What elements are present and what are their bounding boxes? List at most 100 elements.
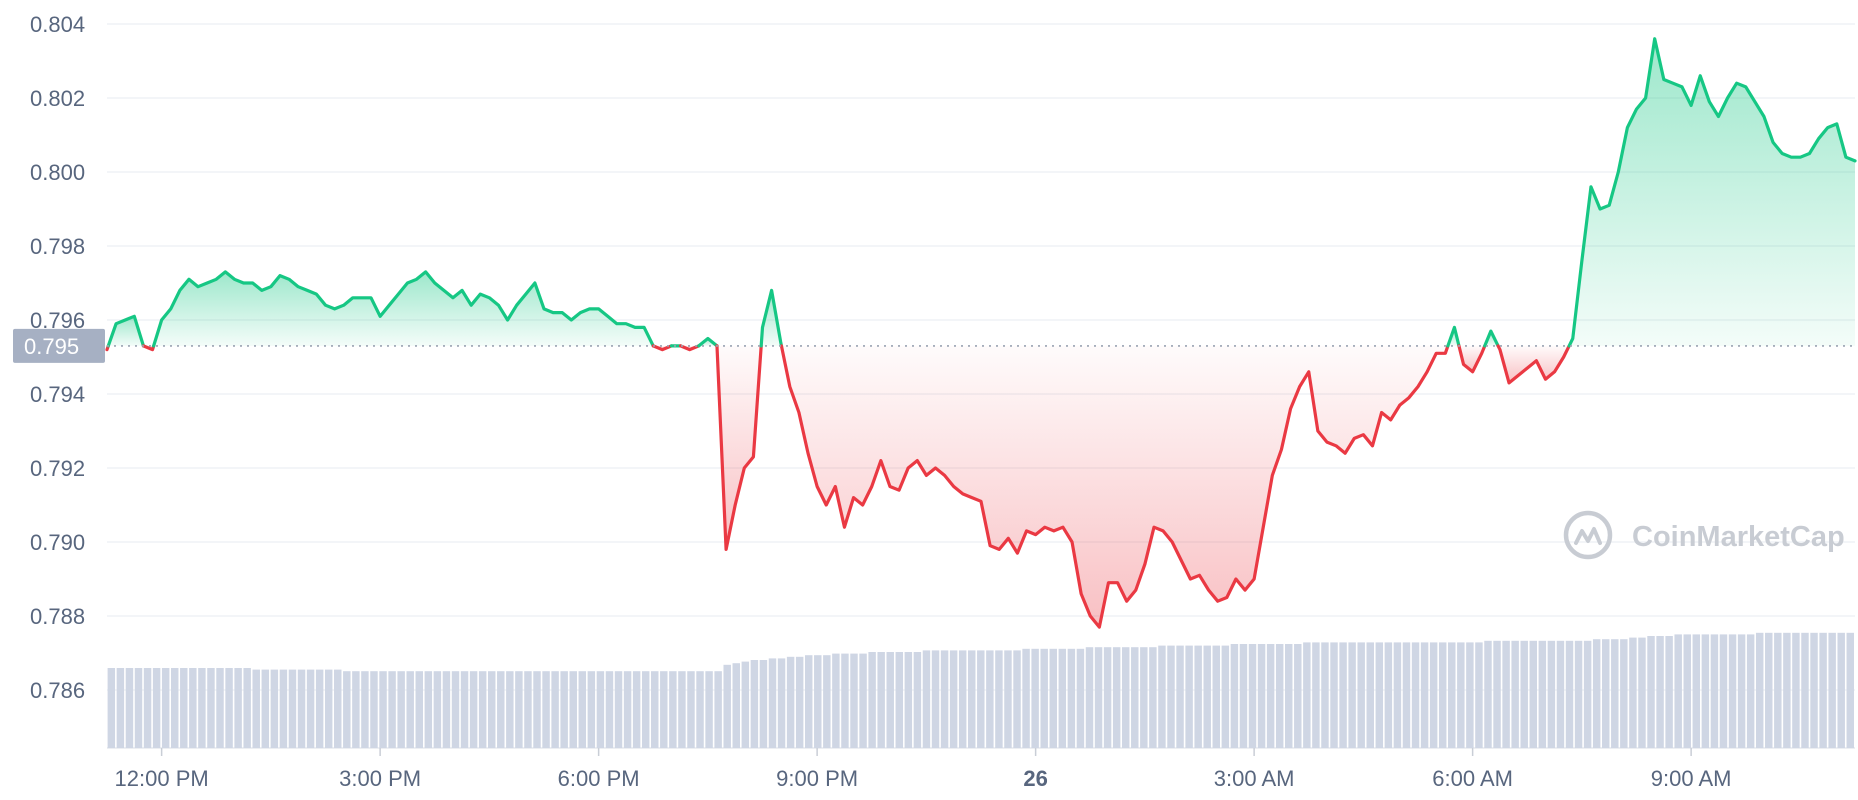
watermark-text: CoinMarketCap: [1632, 521, 1845, 553]
volume-bar: [1167, 645, 1175, 748]
volume-bar: [1429, 642, 1438, 748]
volume-bar: [1592, 639, 1601, 748]
y-tick-label: 0.788: [30, 604, 85, 629]
coinmarketcap-logo-icon: [1563, 510, 1613, 560]
price-line-down-segment: [1457, 344, 1487, 374]
area-below-reference: [781, 345, 1448, 628]
volume-bar: [152, 668, 161, 748]
volume-bar: [1565, 640, 1574, 748]
volume-bar: [143, 668, 152, 748]
volume-bar: [524, 671, 532, 748]
volume-bar: [1493, 640, 1501, 748]
volume-bar: [922, 650, 931, 748]
volume-bar: [116, 668, 125, 748]
volume-bar: [1085, 647, 1094, 748]
volume-bar: [1185, 645, 1193, 748]
volume-bar: [261, 669, 270, 748]
price-line-up-segment: [1483, 329, 1500, 348]
volume-bar: [795, 656, 804, 748]
x-tick-label: 6:00 AM: [1432, 766, 1513, 791]
volume-bar: [334, 669, 342, 748]
volume-bar: [1103, 647, 1112, 748]
volume-bar: [134, 668, 143, 748]
volume-bar: [1357, 642, 1365, 748]
volume-bar: [424, 671, 433, 748]
volume-bar: [1393, 642, 1402, 748]
volume-bar: [596, 671, 605, 748]
volume-bar: [1366, 642, 1374, 748]
volume-bar: [1420, 642, 1429, 748]
volume-bar: [1755, 632, 1764, 748]
volume-bar: [1774, 632, 1782, 748]
volume-bar: [469, 671, 478, 748]
volume-bar: [995, 650, 1003, 748]
volume-bar: [1728, 634, 1737, 748]
reference-badge: [13, 328, 105, 363]
volume-bar: [641, 671, 650, 748]
volume-bar: [1330, 642, 1338, 748]
volume-bar: [315, 669, 324, 748]
price-area: [107, 38, 1855, 628]
volume-bar: [1837, 632, 1845, 748]
volume-bar: [804, 655, 813, 748]
x-tick-label: 3:00 AM: [1214, 766, 1295, 791]
volume-bar: [288, 669, 297, 748]
volume-bar: [886, 652, 894, 748]
volume-bar: [1375, 642, 1384, 748]
price-line-down-segment: [651, 344, 674, 352]
volume-bar: [415, 671, 423, 748]
volume-bar: [1574, 640, 1583, 748]
volume-bar: [252, 669, 260, 748]
volume-bar: [904, 652, 913, 748]
volume-bar: [379, 671, 387, 748]
x-tick-label: 26: [1023, 766, 1047, 791]
volume-bar: [551, 671, 559, 748]
volume-bar: [687, 671, 695, 748]
volume-bar: [1257, 644, 1266, 748]
volume-bar: [1348, 642, 1356, 748]
x-tick-label: 3:00 PM: [339, 766, 421, 791]
volume-bar: [1629, 637, 1637, 748]
volume-bar: [841, 653, 849, 748]
volume-bar: [705, 671, 713, 748]
volume-bar: [1076, 648, 1085, 748]
volume-bar: [497, 671, 505, 748]
volume-bar: [207, 668, 215, 748]
volume-bar: [732, 663, 740, 748]
volume-bar: [1701, 634, 1710, 748]
volume-bar: [478, 671, 487, 748]
volume-bar: [1783, 632, 1791, 748]
volume-bar: [198, 668, 206, 748]
volume-bar: [1303, 642, 1311, 748]
volume-bar: [343, 671, 351, 748]
volume-bar: [216, 668, 224, 748]
volume-bar: [279, 669, 288, 748]
volume-bar: [1221, 645, 1230, 748]
volume-bar: [125, 668, 134, 748]
price-line-up-segment: [152, 270, 655, 348]
volume-bar: [1683, 634, 1691, 748]
volume-bar: [1031, 648, 1039, 748]
volume-bar: [225, 668, 233, 748]
volume-bar: [859, 653, 867, 748]
volume-bar: [352, 671, 360, 748]
x-tick-label: 6:00 PM: [558, 766, 640, 791]
volume-bar: [1511, 640, 1519, 748]
price-line-down-segment: [779, 344, 1450, 629]
area-above-reference: [761, 290, 782, 346]
volume-bar: [107, 668, 116, 748]
volume-bar: [442, 671, 451, 748]
volume-bar: [1212, 645, 1221, 748]
volume-bar: [931, 650, 940, 748]
volume-bar: [1158, 645, 1166, 748]
volume-bar: [587, 671, 596, 748]
volume-bar: [578, 671, 587, 748]
volume-bar: [1131, 647, 1139, 748]
volume-bar: [1149, 647, 1157, 748]
volume-bar: [949, 650, 958, 748]
volume-bar: [506, 671, 514, 748]
volume-bar: [270, 669, 279, 748]
volume-bar: [1339, 642, 1347, 748]
volume-bar: [1547, 640, 1556, 748]
